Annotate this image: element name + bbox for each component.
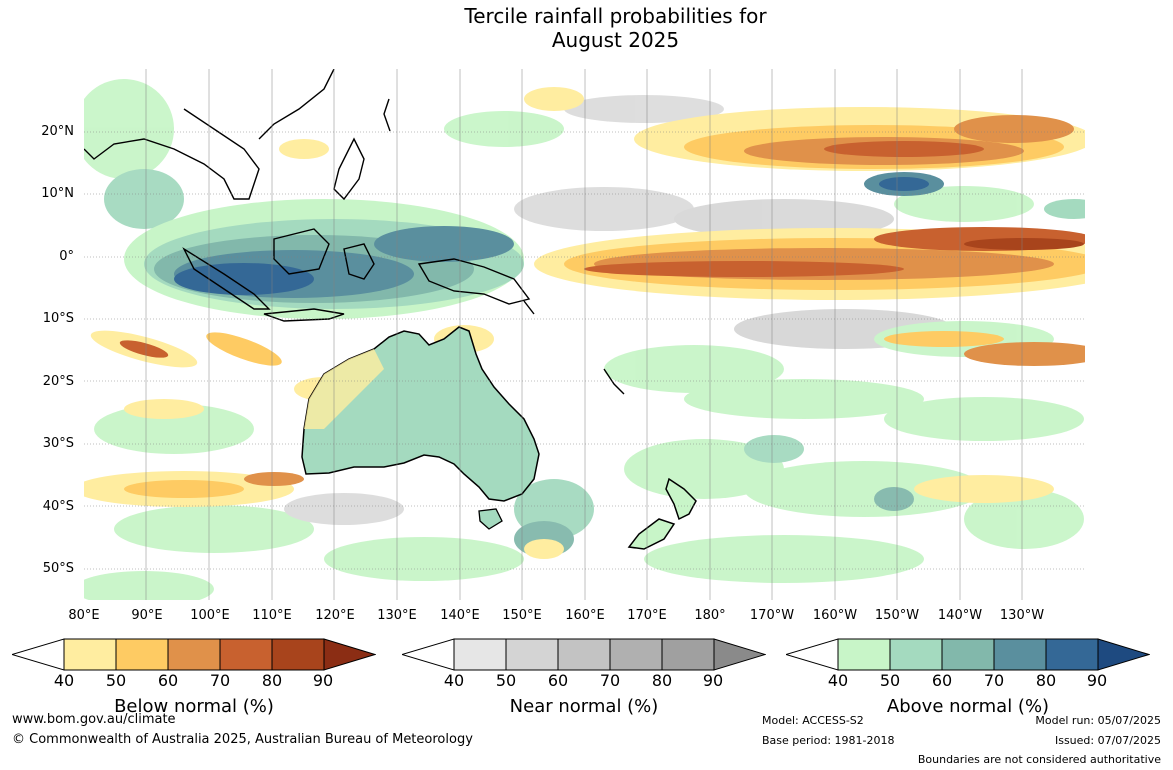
lon-label-150w: 150°W	[874, 608, 920, 623]
cb0-tick: 90	[312, 671, 334, 690]
cb2-tick: 40	[827, 671, 849, 690]
islands	[84, 69, 625, 395]
cb0-tick: 50	[105, 671, 127, 690]
lat-label-50s: 50°S	[42, 561, 74, 576]
model-run-text: Model run: 05/07/2025	[1035, 714, 1161, 727]
colorbar-segment	[889, 638, 943, 671]
lon-label-160w: 160°W	[812, 608, 858, 623]
rainfall-map	[84, 69, 1085, 600]
above-normal-title: Above normal (%)	[886, 696, 1050, 717]
colorbar-right-arrow	[323, 638, 376, 671]
cb0-tick: 40	[53, 671, 75, 690]
cb2-tick: 50	[879, 671, 901, 690]
australia	[301, 326, 540, 530]
title-line-2: August 2025	[551, 28, 680, 52]
title-line-1: Tercile rainfall probabilities for	[464, 4, 767, 28]
lon-label-130e: 130°E	[377, 608, 417, 623]
model-text: Model: ACCESS-S2	[762, 714, 864, 727]
background-patches	[84, 79, 1084, 600]
lon-label-110e: 110°E	[252, 608, 292, 623]
lat-label-10n: 10°N	[41, 186, 74, 201]
colorbar-segment	[219, 638, 273, 671]
lon-label-150e: 150°E	[502, 608, 542, 623]
chart-title: Tercile rainfall probabilities for Augus…	[0, 4, 1173, 52]
cb1-tick: 50	[495, 671, 517, 690]
lat-label-20n: 20°N	[41, 124, 74, 139]
north-pacific-dry-band	[634, 107, 1085, 171]
cb0-tick: 80	[261, 671, 283, 690]
near-normal-colorbar	[402, 638, 766, 671]
new-zealand	[627, 477, 697, 550]
lon-label-80e: 80°E	[68, 608, 100, 623]
lat-label-30s: 30°S	[42, 436, 74, 451]
cb2-tick: 90	[1086, 671, 1108, 690]
colorbar-segment	[271, 638, 325, 671]
colorbar-right-arrow	[713, 638, 766, 671]
copyright-text: © Commonwealth of Australia 2025, Austra…	[12, 732, 473, 747]
lon-label-170w: 170°W	[749, 608, 795, 623]
above-normal-colorbar	[786, 638, 1150, 671]
cb0-tick: 70	[209, 671, 231, 690]
graticule	[84, 131, 1085, 570]
near-normal-title: Near normal (%)	[509, 696, 659, 717]
lat-label-10s: 10°S	[42, 311, 74, 326]
lon-label-180: 180°	[694, 608, 726, 623]
cb1-tick: 70	[599, 671, 621, 690]
cb2-tick: 60	[931, 671, 953, 690]
colorbar-segment	[941, 638, 995, 671]
cb1-tick: 60	[547, 671, 569, 690]
colorbar-segment	[837, 638, 891, 671]
colorbar-segment	[993, 638, 1047, 671]
lon-label-90e: 90°E	[131, 608, 163, 623]
cb1-tick: 90	[702, 671, 724, 690]
lat-label-40s: 40°S	[42, 499, 74, 514]
lon-label-160e: 160°E	[565, 608, 605, 623]
colorbar-segment	[505, 638, 559, 671]
tasmania	[478, 508, 503, 530]
colorbar-left-arrow	[402, 638, 455, 671]
colorbar-left-arrow	[12, 638, 65, 671]
lon-label-120e: 120°E	[315, 608, 355, 623]
cb2-tick: 80	[1035, 671, 1057, 690]
equatorial-dry-band	[534, 227, 1085, 366]
base-period-text: Base period: 1981-2018	[762, 734, 895, 747]
issued-text: Issued: 07/07/2025	[1054, 734, 1161, 747]
colorbar-segment	[63, 638, 117, 671]
lat-label-equator: 0°	[59, 249, 74, 264]
colorbar-left-arrow	[786, 638, 839, 671]
cb2-tick: 70	[983, 671, 1005, 690]
lon-label-140w: 140°W	[937, 608, 983, 623]
lat-label-20s: 20°S	[42, 374, 74, 389]
below-normal-colorbar	[12, 638, 376, 671]
lon-label-170e: 170°E	[627, 608, 667, 623]
colorbar-right-arrow	[1097, 638, 1150, 671]
disclaimer-text: Boundaries are not considered authoritat…	[917, 753, 1161, 766]
cb0-tick: 60	[157, 671, 179, 690]
lon-label-140e: 140°E	[440, 608, 480, 623]
website-link[interactable]: www.bom.gov.au/climate	[12, 712, 176, 727]
meridians	[145, 69, 1023, 600]
below-normal-title: Below normal (%)	[114, 696, 274, 717]
colorbar-segment	[609, 638, 663, 671]
lon-label-100e: 100°E	[190, 608, 230, 623]
lon-label-130w: 130°W	[999, 608, 1045, 623]
colorbar-segment	[167, 638, 221, 671]
colorbar-segment	[453, 638, 507, 671]
colorbar-segment	[1045, 638, 1099, 671]
colorbar-segment	[661, 638, 715, 671]
cb1-tick: 80	[651, 671, 673, 690]
colorbar-segment	[557, 638, 611, 671]
cb1-tick: 40	[443, 671, 465, 690]
colorbar-segment	[115, 638, 169, 671]
